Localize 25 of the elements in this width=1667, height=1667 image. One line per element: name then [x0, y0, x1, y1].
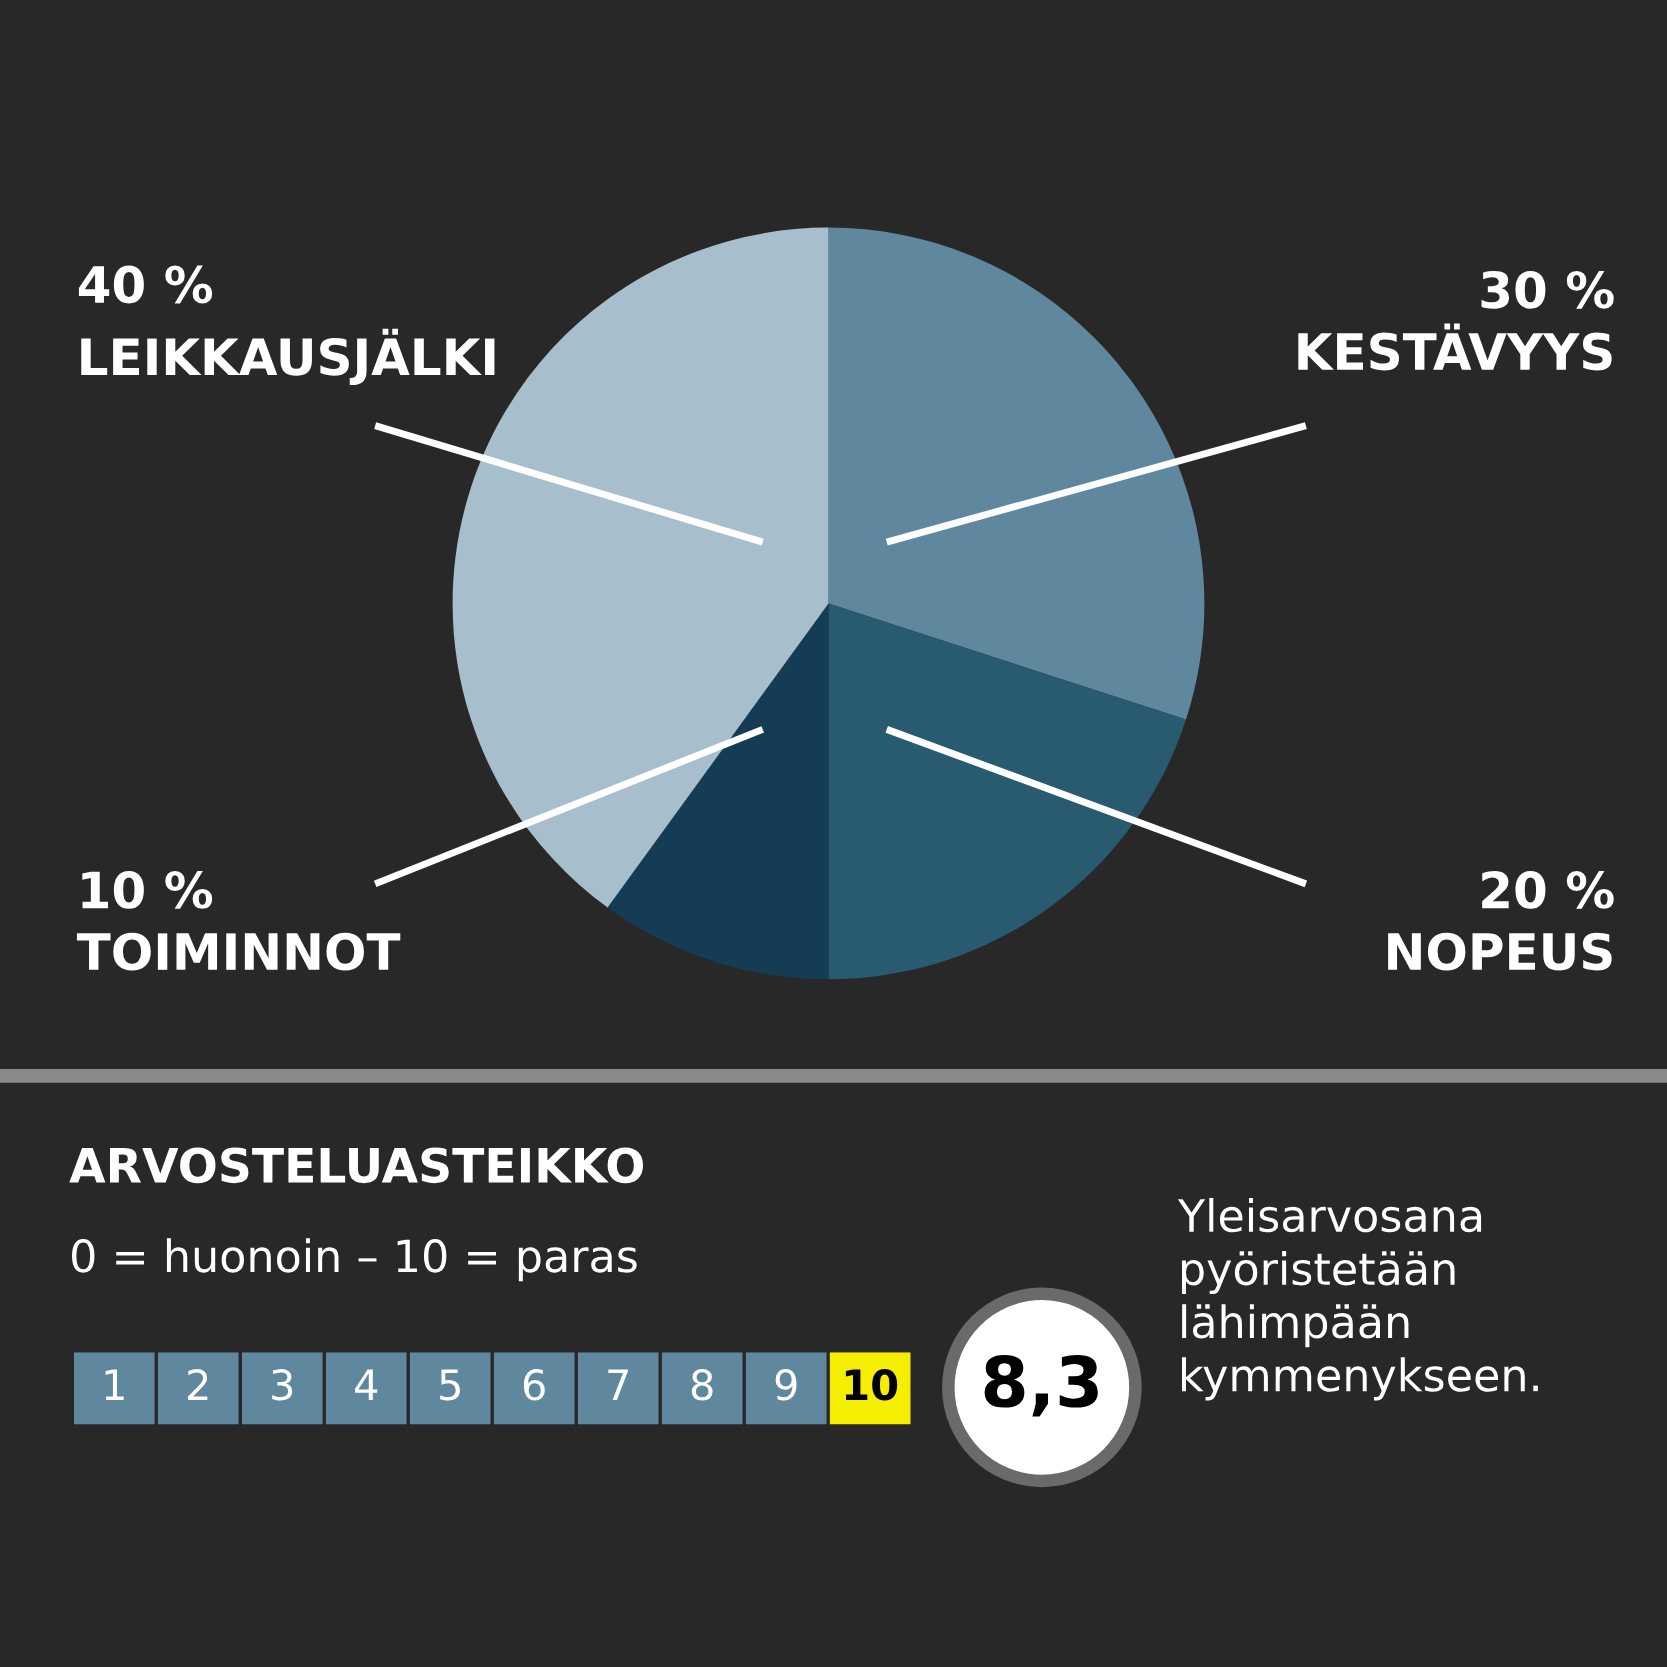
data-label: 30 %	[1481, 270, 1614, 309]
x-tick-label: 1	[105, 1369, 124, 1400]
pie-slice	[607, 603, 829, 980]
chart-subtitle: 0 = huonoin – 10 = paras	[72, 1238, 637, 1282]
text: 8,3	[984, 1355, 1098, 1417]
slice-label: KESTÄVYYS	[1298, 323, 1612, 371]
x-tick-label: 3	[272, 1369, 293, 1401]
x-tick-label: 4	[355, 1369, 378, 1400]
x-tick-label: 6	[523, 1369, 545, 1401]
chart-title: ARVOSTELUASTEIKKO	[69, 1147, 644, 1184]
x-tick-label: 10	[845, 1369, 898, 1401]
text: Yleisarvosana pyöristetään lähimpään kymmenykseen.	[1177, 1197, 1538, 1401]
pie-slice	[828, 227, 1205, 720]
data-label: 10 %	[82, 871, 213, 909]
x-tick-label: 5	[440, 1369, 460, 1401]
slice-label: TOIMINNOT	[76, 932, 401, 971]
pie-slice	[828, 603, 1186, 980]
x-tick-label: 7	[608, 1369, 628, 1400]
x-tick-label: 8	[691, 1369, 713, 1401]
data-label: 40 %	[78, 265, 213, 304]
slice-label: NOPEUS	[1388, 932, 1612, 971]
data-label: 20 %	[1482, 871, 1614, 909]
x-tick-label: 2	[188, 1369, 208, 1400]
slice-label: LEIKKAUSJÄLKI	[81, 328, 495, 386]
x-tick-label: 9	[775, 1369, 797, 1401]
